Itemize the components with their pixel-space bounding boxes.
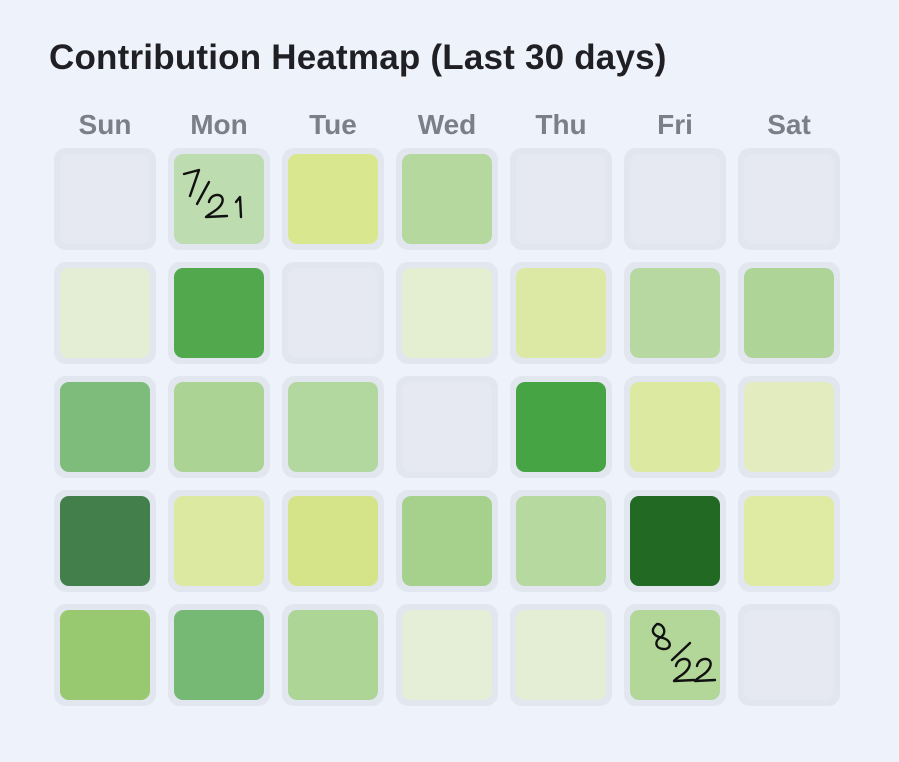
heatmap-cell-fill bbox=[744, 268, 834, 358]
heatmap-cell-fill bbox=[402, 496, 492, 586]
heatmap-cell-fill bbox=[744, 154, 834, 244]
heatmap-cell-r2-wed[interactable] bbox=[396, 376, 498, 478]
heatmap-cell-fill bbox=[174, 610, 264, 700]
heatmap-grid bbox=[54, 148, 840, 706]
heatmap-cell-r1-wed[interactable] bbox=[396, 262, 498, 364]
heatmap-cell-r0-fri[interactable] bbox=[624, 148, 726, 250]
heatmap-cell-r1-fri[interactable] bbox=[624, 262, 726, 364]
heatmap-cell-r1-sat[interactable] bbox=[738, 262, 840, 364]
chart-title: Contribution Heatmap (Last 30 days) bbox=[49, 38, 667, 77]
heatmap-cell-fill bbox=[630, 382, 720, 472]
heatmap-cell-fill bbox=[744, 382, 834, 472]
day-label-wed: Wed bbox=[418, 109, 477, 140]
heatmap-cell-fill bbox=[288, 382, 378, 472]
heatmap-cell-fill bbox=[516, 610, 606, 700]
heatmap-cell-fill bbox=[60, 610, 150, 700]
heatmap-cell-r2-thu[interactable] bbox=[510, 376, 612, 478]
day-labels: Sun Mon Tue Wed Thu Fri Sat bbox=[79, 109, 811, 140]
heatmap-cell-r4-tue[interactable] bbox=[282, 604, 384, 706]
heatmap-cell-r1-sun[interactable] bbox=[54, 262, 156, 364]
heatmap-cell-r1-tue[interactable] bbox=[282, 262, 384, 364]
heatmap-cell-fill bbox=[60, 382, 150, 472]
heatmap-cell-r2-fri[interactable] bbox=[624, 376, 726, 478]
day-label-fri: Fri bbox=[657, 109, 693, 140]
heatmap-cell-r0-thu[interactable] bbox=[510, 148, 612, 250]
heatmap-cell-fill bbox=[288, 610, 378, 700]
heatmap-cell-fill bbox=[630, 610, 720, 700]
annotation-7-21 bbox=[182, 168, 243, 219]
heatmap-cell-fill bbox=[402, 268, 492, 358]
day-label-mon: Mon bbox=[190, 109, 248, 140]
heatmap-cell-fill bbox=[630, 154, 720, 244]
heatmap-cell-fill bbox=[288, 268, 378, 358]
day-label-tue: Tue bbox=[309, 109, 357, 140]
heatmap-cell-r2-sun[interactable] bbox=[54, 376, 156, 478]
heatmap-cell-fill bbox=[516, 382, 606, 472]
heatmap-cell-fill bbox=[288, 154, 378, 244]
heatmap-cell-r3-sat[interactable] bbox=[738, 490, 840, 592]
heatmap-cell-fill bbox=[60, 496, 150, 586]
heatmap-cell-r1-thu[interactable] bbox=[510, 262, 612, 364]
heatmap-cell-r4-fri[interactable] bbox=[624, 604, 726, 706]
heatmap-cell-r3-sun[interactable] bbox=[54, 490, 156, 592]
heatmap-cell-fill bbox=[402, 610, 492, 700]
heatmap-cell-r3-mon[interactable] bbox=[168, 490, 270, 592]
heatmap-cell-r3-fri[interactable] bbox=[624, 490, 726, 592]
heatmap-cell-fill bbox=[60, 154, 150, 244]
heatmap-cell-fill bbox=[744, 610, 834, 700]
heatmap-cell-fill bbox=[516, 268, 606, 358]
heatmap-cell-r0-mon[interactable] bbox=[168, 148, 270, 250]
heatmap-cell-fill bbox=[516, 154, 606, 244]
heatmap-cell-r1-mon[interactable] bbox=[168, 262, 270, 364]
heatmap-cell-r0-sun[interactable] bbox=[54, 148, 156, 250]
heatmap-cell-r4-sun[interactable] bbox=[54, 604, 156, 706]
heatmap-cell-fill bbox=[60, 268, 150, 358]
heatmap-cell-fill bbox=[630, 496, 720, 586]
heatmap-cell-fill bbox=[288, 496, 378, 586]
heatmap-cell-r3-tue[interactable] bbox=[282, 490, 384, 592]
heatmap-cell-r4-mon[interactable] bbox=[168, 604, 270, 706]
heatmap-cell-r3-thu[interactable] bbox=[510, 490, 612, 592]
heatmap-cell-fill bbox=[402, 154, 492, 244]
heatmap-cell-r2-mon[interactable] bbox=[168, 376, 270, 478]
heatmap-cell-r2-tue[interactable] bbox=[282, 376, 384, 478]
heatmap-cell-fill bbox=[174, 154, 264, 244]
day-label-sun: Sun bbox=[79, 109, 132, 140]
heatmap-cell-fill bbox=[174, 382, 264, 472]
heatmap-cell-r3-wed[interactable] bbox=[396, 490, 498, 592]
heatmap-cell-fill bbox=[174, 268, 264, 358]
heatmap-cell-fill bbox=[744, 496, 834, 586]
heatmap-cell-r0-sat[interactable] bbox=[738, 148, 840, 250]
annotation-8-22 bbox=[651, 622, 717, 683]
heatmap-cell-fill bbox=[630, 268, 720, 358]
heatmap-cell-fill bbox=[174, 496, 264, 586]
day-label-sat: Sat bbox=[767, 109, 811, 140]
handwritten-annotations bbox=[182, 168, 717, 683]
day-label-thu: Thu bbox=[535, 109, 586, 140]
heatmap-cell-r4-thu[interactable] bbox=[510, 604, 612, 706]
heatmap-cell-fill bbox=[516, 496, 606, 586]
heatmap-cell-r0-wed[interactable] bbox=[396, 148, 498, 250]
heatmap-cell-r4-wed[interactable] bbox=[396, 604, 498, 706]
heatmap-cell-r2-sat[interactable] bbox=[738, 376, 840, 478]
heatmap-cell-r0-tue[interactable] bbox=[282, 148, 384, 250]
heatmap-cell-fill bbox=[402, 382, 492, 472]
heatmap-cell-r4-sat[interactable] bbox=[738, 604, 840, 706]
